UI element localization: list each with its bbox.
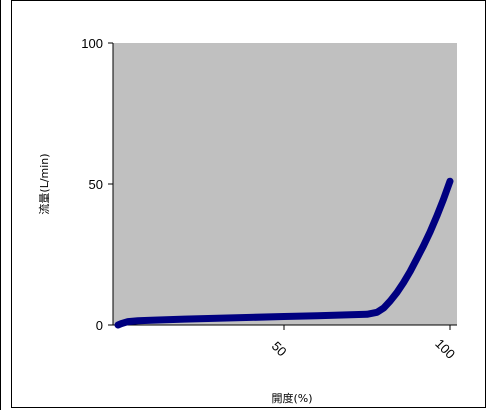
y-ticks: 0 50 100 bbox=[81, 36, 114, 333]
y-tick-label: 0 bbox=[96, 318, 103, 333]
x-tick-label: 100 bbox=[432, 336, 458, 362]
y-tick-label: 50 bbox=[89, 177, 103, 192]
series-line bbox=[114, 177, 454, 329]
x-ticks: 50 100 bbox=[113, 324, 458, 362]
x-tick-label: 50 bbox=[269, 338, 290, 359]
left-border-line bbox=[0, 0, 1, 410]
plot-area bbox=[113, 43, 457, 325]
x-axis-title: 開度(%) bbox=[271, 391, 312, 405]
series-group bbox=[114, 177, 454, 329]
y-axis-title: 流量(L/min) bbox=[37, 153, 51, 214]
y-tick-label: 100 bbox=[81, 36, 103, 51]
